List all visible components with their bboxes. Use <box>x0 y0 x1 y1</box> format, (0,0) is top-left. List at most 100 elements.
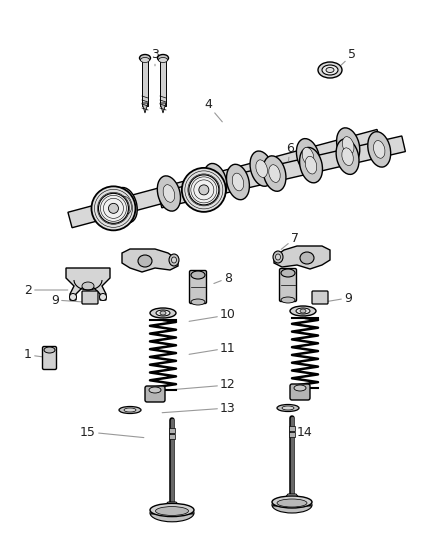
Ellipse shape <box>336 139 359 174</box>
Text: 2: 2 <box>24 284 68 296</box>
Text: 14: 14 <box>292 425 313 439</box>
Polygon shape <box>122 249 178 272</box>
Ellipse shape <box>281 269 295 277</box>
Ellipse shape <box>256 160 268 177</box>
Ellipse shape <box>342 148 353 166</box>
Text: 15: 15 <box>80 425 144 439</box>
Text: 8: 8 <box>214 271 232 285</box>
FancyBboxPatch shape <box>190 271 206 303</box>
Ellipse shape <box>192 172 215 207</box>
Text: 9: 9 <box>322 292 352 304</box>
Bar <box>289 432 295 437</box>
FancyBboxPatch shape <box>279 269 297 302</box>
Text: 9: 9 <box>51 294 94 306</box>
Ellipse shape <box>99 294 106 301</box>
Ellipse shape <box>296 308 310 314</box>
Polygon shape <box>142 103 148 113</box>
Ellipse shape <box>336 128 360 163</box>
Ellipse shape <box>191 299 205 305</box>
Ellipse shape <box>159 58 167 62</box>
Ellipse shape <box>232 173 244 191</box>
Ellipse shape <box>109 204 118 213</box>
Ellipse shape <box>99 193 128 223</box>
Ellipse shape <box>124 408 136 412</box>
Polygon shape <box>158 136 406 208</box>
Ellipse shape <box>92 187 135 230</box>
Bar <box>169 434 175 439</box>
Ellipse shape <box>276 254 280 260</box>
Ellipse shape <box>198 181 209 199</box>
FancyBboxPatch shape <box>290 384 310 400</box>
Ellipse shape <box>272 496 312 508</box>
Ellipse shape <box>156 310 170 316</box>
Text: 12: 12 <box>172 378 236 392</box>
Text: 4: 4 <box>204 99 223 122</box>
Ellipse shape <box>191 271 205 279</box>
Bar <box>169 428 175 433</box>
Ellipse shape <box>158 54 169 61</box>
Ellipse shape <box>300 309 306 313</box>
Ellipse shape <box>343 136 354 154</box>
Ellipse shape <box>368 132 391 167</box>
Ellipse shape <box>141 58 149 62</box>
Bar <box>160 61 166 106</box>
Ellipse shape <box>70 294 77 301</box>
Text: 3: 3 <box>151 49 159 66</box>
Ellipse shape <box>281 297 295 303</box>
Ellipse shape <box>150 308 176 318</box>
Text: 13: 13 <box>162 401 236 415</box>
Ellipse shape <box>300 148 322 183</box>
Ellipse shape <box>82 282 94 290</box>
FancyBboxPatch shape <box>312 291 328 304</box>
Text: 1: 1 <box>24 349 48 361</box>
FancyBboxPatch shape <box>82 291 98 304</box>
Ellipse shape <box>374 141 385 158</box>
Ellipse shape <box>157 176 180 211</box>
Ellipse shape <box>155 506 188 515</box>
Ellipse shape <box>273 251 283 263</box>
Ellipse shape <box>150 503 194 516</box>
Polygon shape <box>150 502 194 514</box>
Ellipse shape <box>172 257 177 263</box>
Text: 10: 10 <box>189 309 236 321</box>
Ellipse shape <box>290 306 316 316</box>
Ellipse shape <box>282 406 294 410</box>
Ellipse shape <box>182 168 226 212</box>
Text: 5: 5 <box>341 49 356 65</box>
Polygon shape <box>68 130 381 228</box>
Polygon shape <box>272 494 312 506</box>
Ellipse shape <box>120 196 131 214</box>
Ellipse shape <box>163 185 175 203</box>
Ellipse shape <box>263 156 286 191</box>
Ellipse shape <box>150 504 194 522</box>
Ellipse shape <box>277 499 307 507</box>
Ellipse shape <box>322 65 338 75</box>
FancyBboxPatch shape <box>42 346 57 369</box>
Ellipse shape <box>149 387 161 393</box>
Ellipse shape <box>204 164 227 199</box>
Ellipse shape <box>269 165 280 182</box>
Ellipse shape <box>114 188 137 223</box>
Ellipse shape <box>209 172 221 190</box>
Ellipse shape <box>300 252 314 264</box>
Polygon shape <box>274 246 330 269</box>
Bar <box>142 61 148 106</box>
Ellipse shape <box>139 54 151 61</box>
Ellipse shape <box>138 255 152 267</box>
Ellipse shape <box>169 254 179 266</box>
Ellipse shape <box>294 385 306 391</box>
Ellipse shape <box>318 62 342 78</box>
Ellipse shape <box>199 185 209 195</box>
Polygon shape <box>160 103 166 113</box>
Ellipse shape <box>226 164 249 200</box>
Ellipse shape <box>119 407 141 414</box>
Ellipse shape <box>250 151 273 186</box>
Ellipse shape <box>297 139 320 174</box>
Ellipse shape <box>277 405 299 411</box>
Ellipse shape <box>272 497 312 513</box>
Text: 6: 6 <box>286 141 294 161</box>
FancyBboxPatch shape <box>145 386 165 402</box>
Ellipse shape <box>44 347 55 353</box>
Ellipse shape <box>305 156 317 174</box>
Polygon shape <box>66 268 110 300</box>
